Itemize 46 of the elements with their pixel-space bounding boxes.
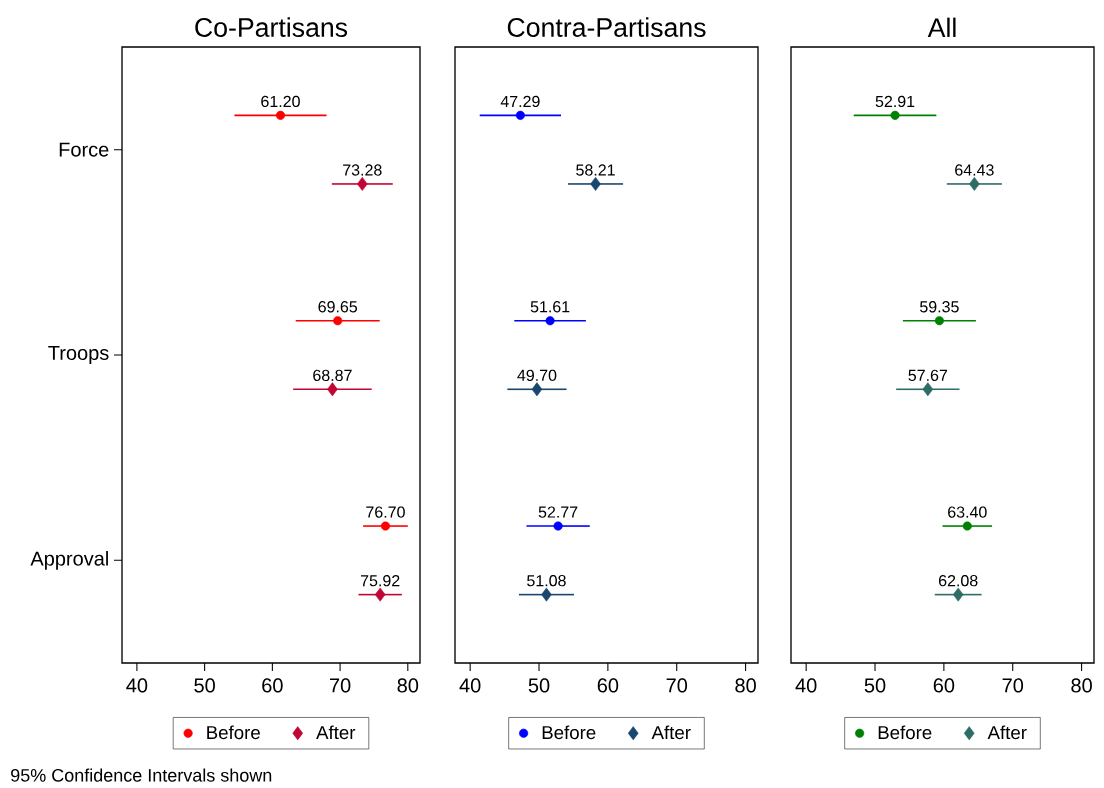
x-tick-label: 80 <box>397 678 419 693</box>
x-tick-label: 60 <box>597 678 619 693</box>
x-tick-label: 40 <box>126 678 148 693</box>
data-label: 58.21 <box>576 164 615 176</box>
legend-label: After <box>651 725 691 740</box>
data-label: 51.61 <box>530 301 570 313</box>
x-tick-label: 60 <box>262 678 283 693</box>
data-label: 51.08 <box>527 575 566 587</box>
x-tick-label: 50 <box>528 678 550 693</box>
data-label: 69.65 <box>318 301 358 313</box>
data-label: 49.70 <box>517 369 557 382</box>
x-tick-label: 50 <box>864 678 886 693</box>
x-tick-label: 80 <box>735 678 756 693</box>
x-tick-label: 70 <box>329 678 351 693</box>
y-tick-label: Approval <box>30 551 108 570</box>
legend-label: Before <box>207 725 260 740</box>
legend-label: After <box>316 725 356 740</box>
x-tick-label: 70 <box>1002 678 1024 693</box>
chart-title: Contra-Partisans <box>507 17 706 37</box>
data-label: 64.43 <box>955 164 994 176</box>
legend-label: Before <box>878 725 932 740</box>
chart-title: Co-Partisans <box>195 17 348 37</box>
x-tick-label: 70 <box>666 678 688 693</box>
data-label: 59.35 <box>920 301 959 313</box>
x-tick-label: 50 <box>194 678 215 693</box>
data-label: 62.08 <box>939 575 978 587</box>
data-label: 73.28 <box>343 164 382 176</box>
chart-title: All <box>927 17 956 37</box>
data-label: 47.29 <box>500 95 540 108</box>
x-tick-label: 60 <box>933 678 955 693</box>
data-label: 52.77 <box>538 506 578 518</box>
data-label: 68.87 <box>313 369 352 382</box>
data-label: 52.91 <box>875 95 915 108</box>
data-label: 76.70 <box>366 506 405 518</box>
x-tick-label: 80 <box>1071 678 1092 693</box>
y-tick-label: Troops <box>48 346 109 364</box>
x-tick-label: 40 <box>459 678 481 693</box>
y-tick-label: Force <box>59 142 109 157</box>
data-label: 63.40 <box>948 506 987 518</box>
data-label: 57.67 <box>908 369 948 382</box>
legend-label: Before <box>542 725 596 740</box>
x-tick-label: 40 <box>795 678 817 693</box>
data-label: 61.20 <box>261 95 300 108</box>
legend-label: After <box>987 725 1027 740</box>
data-label: 75.92 <box>360 575 400 587</box>
text: 95% Confidence Intervals shown <box>11 768 272 782</box>
